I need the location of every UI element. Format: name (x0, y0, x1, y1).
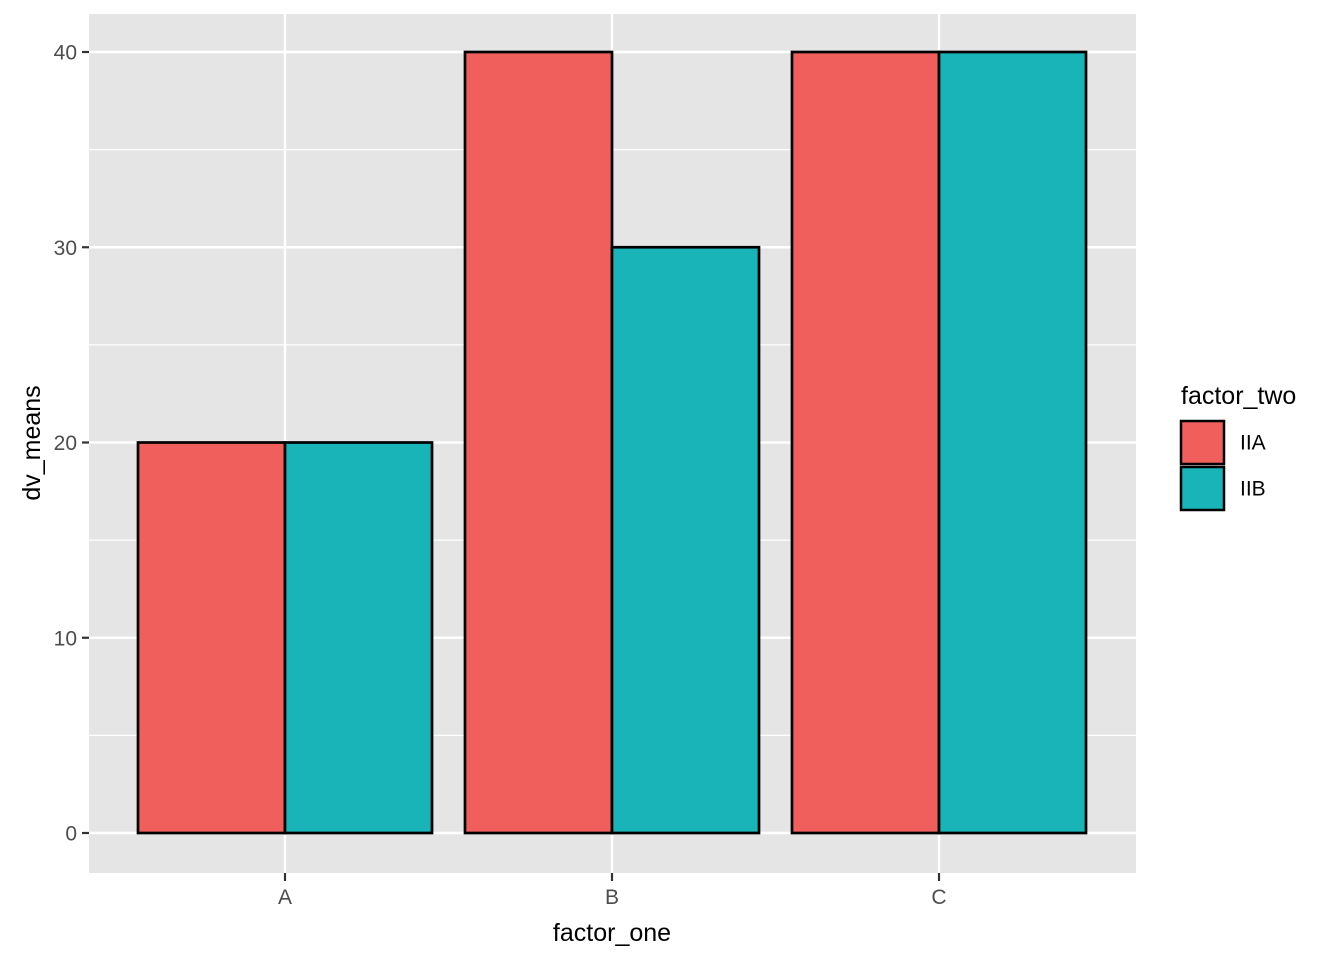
bar-C-IIB (937, 50, 1088, 835)
x-tick-label-A: A (278, 886, 292, 909)
legend-title: factor_two (1181, 382, 1296, 410)
legend-label-IIA: IIA (1240, 432, 1266, 455)
legend-items: IIA IIB (1179, 419, 1266, 512)
bar-C-IIA (790, 50, 941, 835)
bar-B-IIA (463, 50, 614, 835)
y-axis-title: dv_means (18, 385, 46, 500)
x-tick-label-C: C (931, 886, 946, 909)
legend-key-IIB (1179, 465, 1226, 512)
bar-B-IIB (610, 245, 761, 835)
y-tick-label-30: 30 (54, 237, 77, 260)
axis-tick-marks (82, 50, 941, 881)
y-tick-label-40: 40 (54, 42, 77, 65)
bar-A-IIB (283, 441, 434, 835)
legend: factor_two IIA IIB (1179, 382, 1296, 512)
bar-series-group (136, 50, 1088, 835)
legend-key-IIA (1179, 419, 1226, 466)
y-tick-label-10: 10 (54, 627, 77, 650)
x-axis-title: factor_one (553, 919, 671, 947)
x-tick-label-B: B (605, 886, 619, 909)
bar-A-IIA (136, 441, 287, 835)
legend-label-IIB: IIB (1240, 478, 1266, 501)
y-tick-label-20: 20 (54, 432, 77, 455)
y-tick-label-0: 0 (65, 823, 77, 846)
axis-tick-labels: 0 10 20 30 40 A B C (54, 42, 947, 910)
